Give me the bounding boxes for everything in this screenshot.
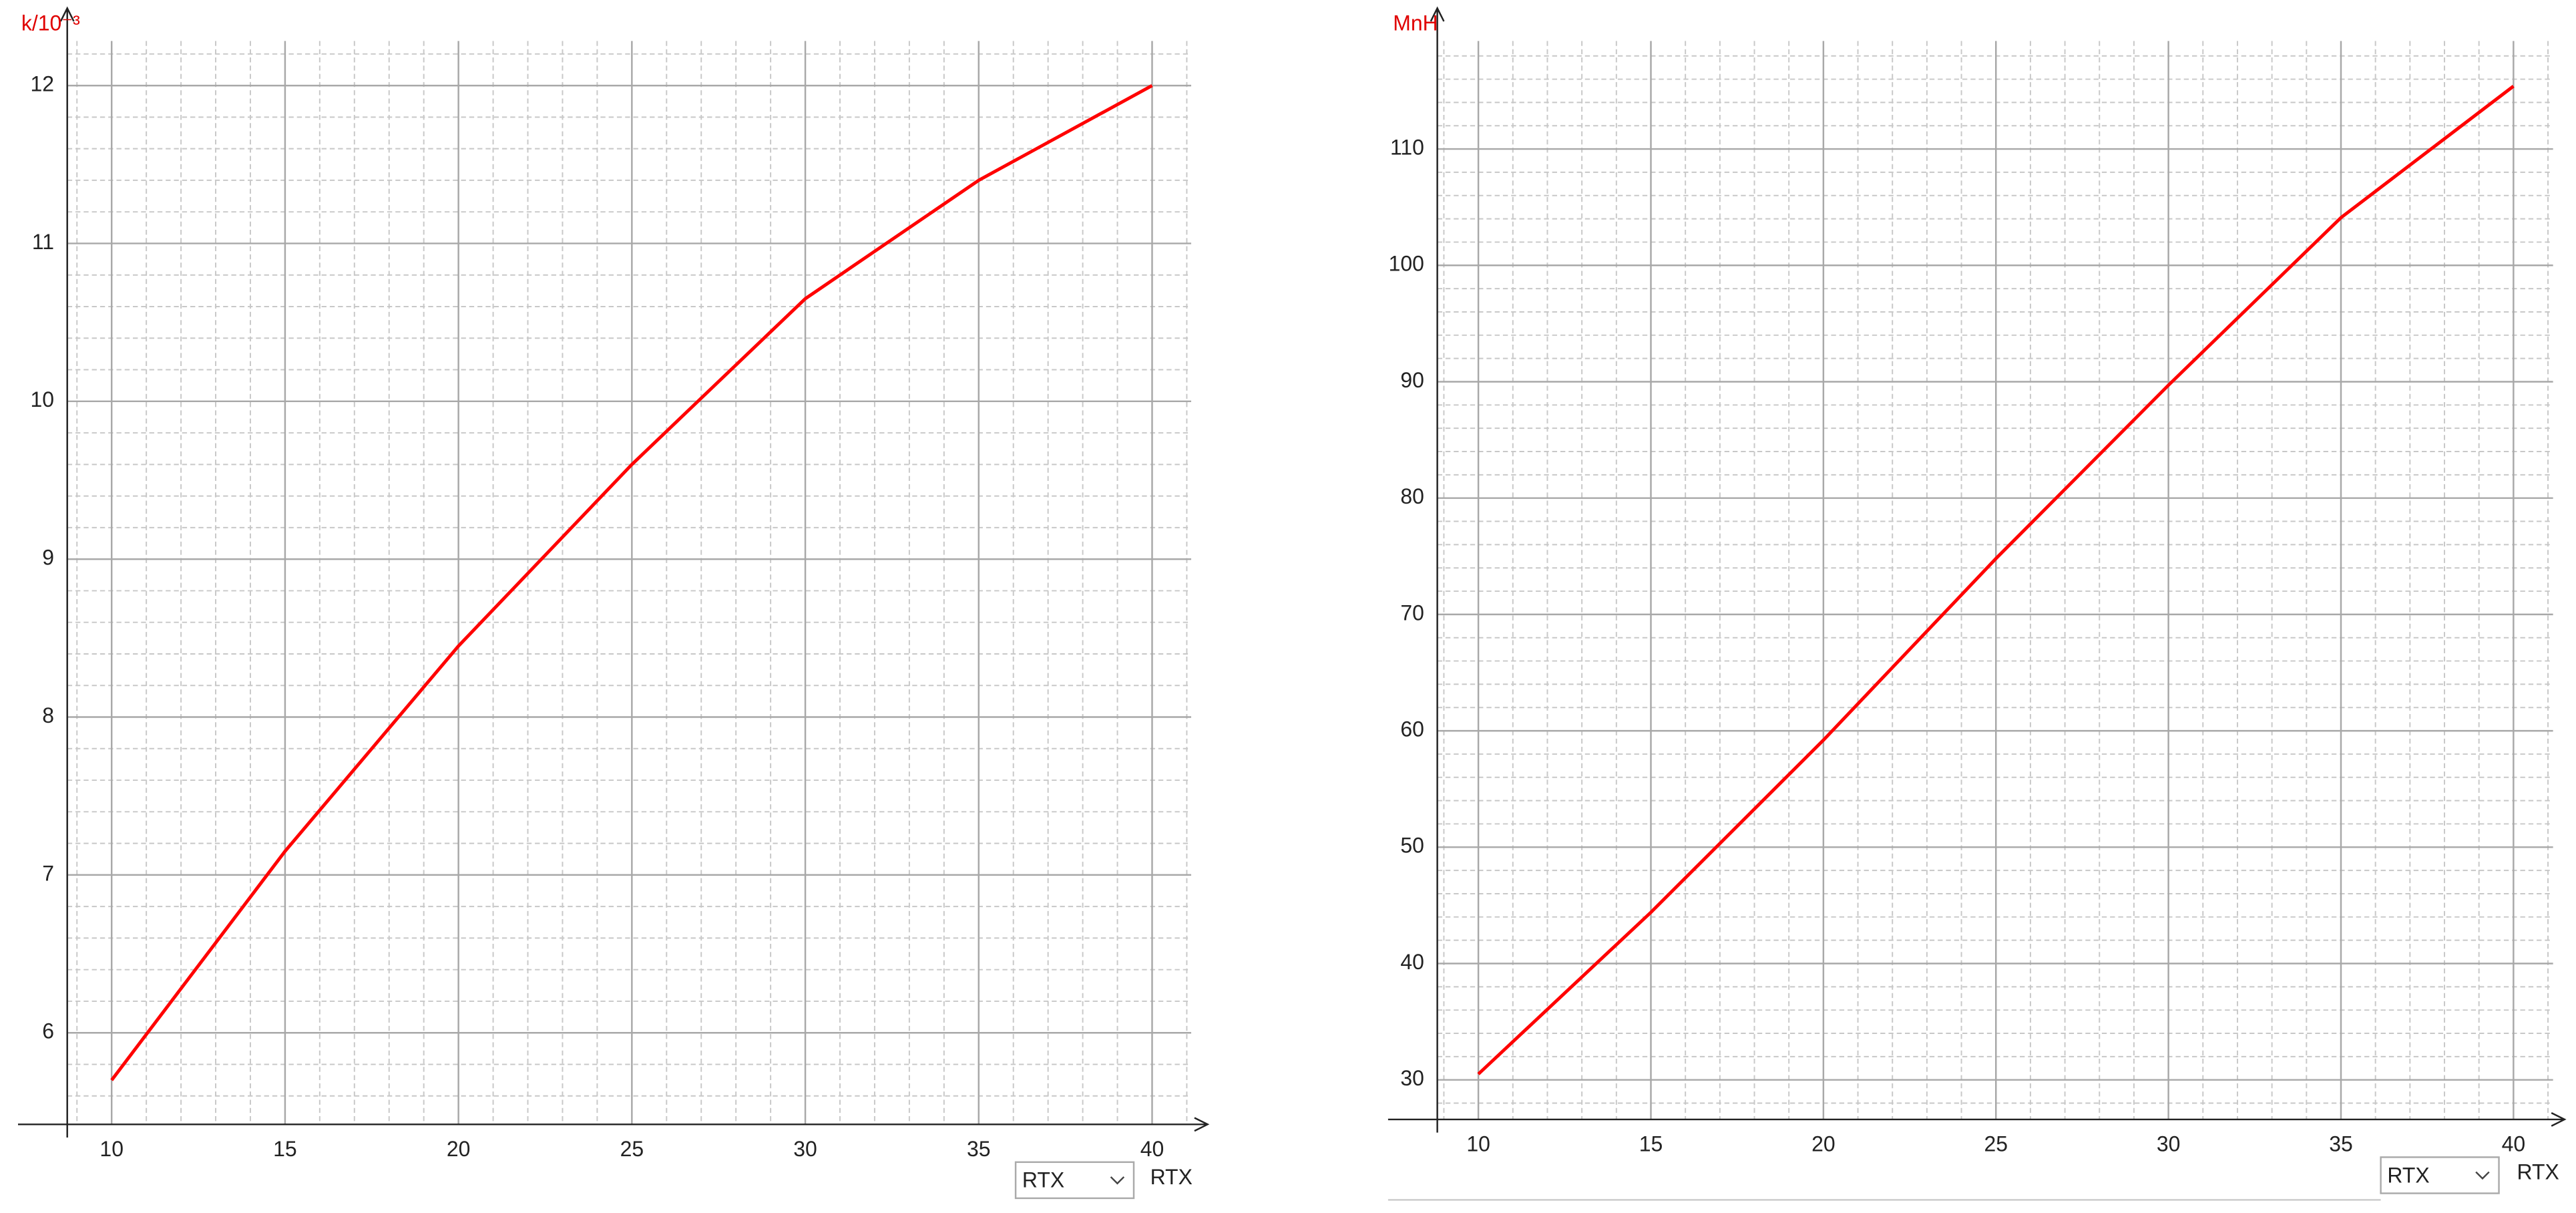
dropdown-chevron <box>2475 1171 2490 1180</box>
x-tick-label: 40 <box>1140 1137 1164 1161</box>
y-tick-label: 12 <box>31 72 55 96</box>
dropdown-value: RTX <box>1022 1168 1064 1192</box>
x-tick-label: 35 <box>2329 1132 2353 1156</box>
x-axis-title: RTX <box>1150 1165 1193 1189</box>
y-tick-label: 110 <box>1390 136 1424 160</box>
y-tick-label: 60 <box>1400 717 1424 741</box>
x-tick-label: 25 <box>620 1137 644 1161</box>
y-tick-label: 9 <box>42 546 54 570</box>
dropdown[interactable] <box>2380 1156 2500 1194</box>
y-tick-label: 6 <box>42 1019 54 1043</box>
y-tick-label: 8 <box>42 703 54 727</box>
y-tick-label: 90 <box>1400 368 1424 392</box>
y-tick-label: 40 <box>1400 950 1424 974</box>
dropdown-value: RTX <box>2387 1163 2429 1187</box>
y-tick-label: 10 <box>31 387 55 411</box>
x-tick-label: 20 <box>447 1137 471 1161</box>
y-tick-label: 80 <box>1400 484 1424 508</box>
y-tick-label: 7 <box>42 861 54 885</box>
y-tick-label: 11 <box>32 230 54 254</box>
data-line <box>1477 85 2515 1075</box>
x-tick-label: 30 <box>793 1137 817 1161</box>
y-axis <box>59 6 75 1138</box>
x-tick-label: 15 <box>273 1137 297 1161</box>
x-tick-label: 30 <box>2157 1132 2181 1156</box>
x-axis <box>1387 1112 2567 1127</box>
data-line <box>110 83 1153 1081</box>
y-axis <box>1430 6 1445 1133</box>
x-tick-label: 10 <box>1466 1132 1490 1156</box>
x-tick-label: 20 <box>1811 1132 1836 1156</box>
y-axis-title: k/10⁻³ <box>21 11 80 35</box>
x-tick-label: 25 <box>1984 1132 2008 1156</box>
x-tick-label: 40 <box>2502 1132 2526 1156</box>
y-tick-label: 50 <box>1400 834 1424 858</box>
y-axis-title: MnH <box>1393 11 1438 35</box>
y-tick-label: 100 <box>1389 252 1424 276</box>
x-tick-label: 10 <box>99 1137 124 1161</box>
x-axis-title: RTX <box>2517 1160 2559 1184</box>
x-tick-label: 35 <box>967 1137 991 1161</box>
dropdown-chevron <box>1110 1176 1125 1185</box>
y-tick-label: 70 <box>1400 600 1424 625</box>
x-axis <box>17 1117 1210 1132</box>
x-tick-label: 15 <box>1639 1132 1663 1156</box>
y-tick-label: 30 <box>1400 1066 1424 1090</box>
